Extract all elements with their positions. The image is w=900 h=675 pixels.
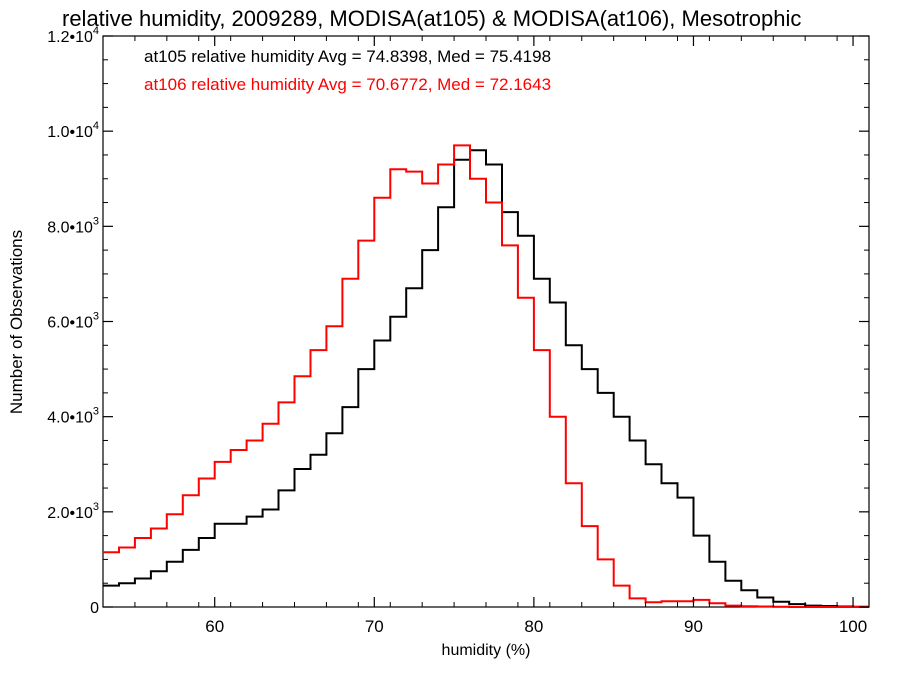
y-tick-label: 4.0•103 bbox=[47, 406, 99, 427]
legend: at105 relative humidity Avg = 74.8398, M… bbox=[144, 47, 551, 94]
x-tick-label: 70 bbox=[365, 617, 384, 636]
y-axis-label: Number of Observations bbox=[7, 230, 26, 414]
plot-frame bbox=[102, 35, 870, 608]
y-axis: 0 2.0•103 4.0•103 6.0•103 8.0•103 1.0•104 1.2•… bbox=[47, 25, 869, 617]
legend-entry-at105: at105 relative humidity Avg = 74.8398, M… bbox=[144, 47, 551, 66]
y-tick-label: 0 bbox=[90, 600, 99, 617]
x-tick-label: 60 bbox=[205, 617, 224, 636]
x-tick-label: 90 bbox=[684, 617, 703, 636]
series-line-at106 bbox=[103, 144, 869, 608]
y-tick-label: 6.0•103 bbox=[47, 311, 99, 332]
series-line-at105 bbox=[103, 149, 869, 608]
legend-entry-at106: at106 relative humidity Avg = 70.6772, M… bbox=[144, 75, 551, 94]
x-tick-label: 100 bbox=[839, 617, 867, 636]
y-tick-label: 8.0•103 bbox=[47, 215, 99, 236]
chart-title: relative humidity, 2009289, MODISA(at105… bbox=[62, 6, 801, 31]
x-tick-label: 80 bbox=[524, 617, 543, 636]
y-tick-label: 2.0•103 bbox=[47, 501, 99, 522]
y-tick-label: 1.2•104 bbox=[47, 25, 99, 46]
y-tick-label: 1.0•104 bbox=[47, 120, 99, 141]
series-lines bbox=[103, 144, 869, 608]
plot-area: 60 70 80 90 100 0 2.0•103 4.0•103 6.0•103 8.0•10… bbox=[47, 25, 870, 636]
x-axis: 60 70 80 90 100 bbox=[102, 36, 870, 636]
x-axis-label: humidity (%) bbox=[442, 642, 531, 659]
